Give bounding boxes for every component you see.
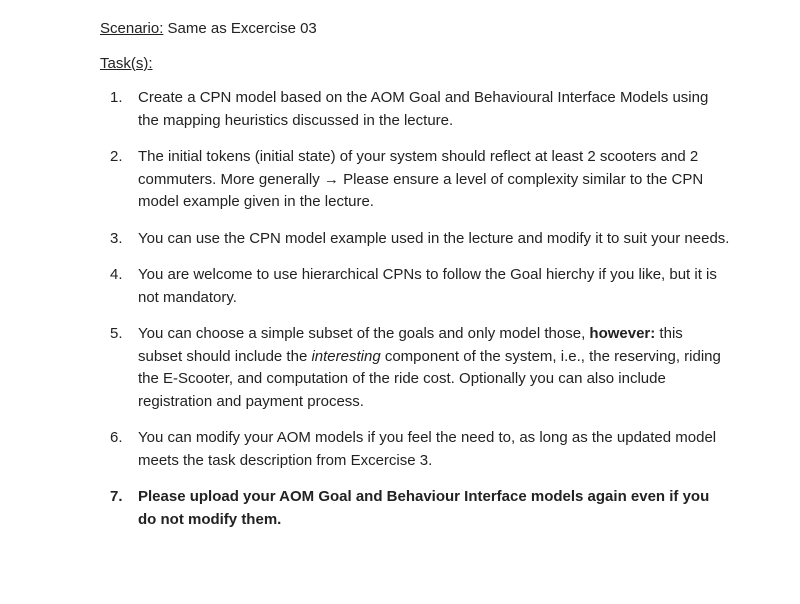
text-segment: You can modify your AOM models if you fe…: [138, 429, 716, 469]
task-list: Create a CPN model based on the AOM Goal…: [100, 87, 740, 531]
list-item: Create a CPN model based on the AOM Goal…: [138, 87, 740, 132]
text-segment: You can choose a simple subset of the go…: [138, 325, 589, 342]
text-segment: You can use the CPN model example used i…: [138, 230, 729, 247]
text-segment: however:: [589, 325, 655, 342]
list-item: You are welcome to use hierarchical CPNs…: [138, 264, 740, 309]
text-segment: Please upload your AOM Goal and Behaviou…: [138, 488, 709, 528]
text-segment: interesting: [311, 348, 380, 365]
text-segment: →: [324, 171, 339, 188]
list-item: You can use the CPN model example used i…: [138, 228, 740, 251]
text-segment: Create a CPN model based on the AOM Goal…: [138, 89, 708, 129]
tasks-heading: Task(s):: [100, 53, 740, 76]
list-item: The initial tokens (initial state) of yo…: [138, 146, 740, 214]
scenario-heading: Scenario: Same as Excercise 03: [100, 18, 740, 41]
scenario-text: Same as Excercise 03: [163, 20, 316, 37]
list-item: Please upload your AOM Goal and Behaviou…: [138, 486, 740, 531]
scenario-label: Scenario:: [100, 20, 163, 37]
list-item: You can choose a simple subset of the go…: [138, 323, 740, 413]
tasks-label: Task(s):: [100, 55, 153, 72]
list-item: You can modify your AOM models if you fe…: [138, 427, 740, 472]
text-segment: You are welcome to use hierarchical CPNs…: [138, 266, 717, 306]
